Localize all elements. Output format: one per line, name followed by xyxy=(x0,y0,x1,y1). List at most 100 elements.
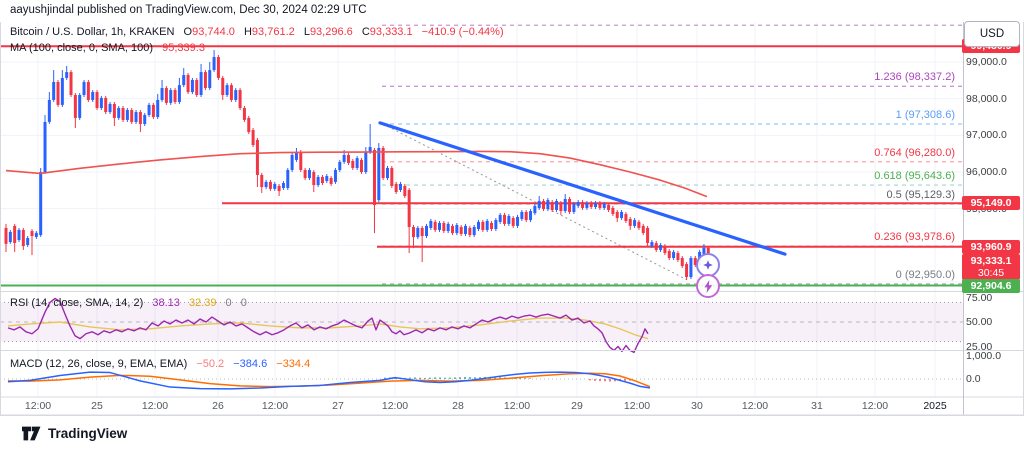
rsi-legend[interactable]: RSI (14, close, SMA, 14, 2) 38.13 32.39 … xyxy=(10,297,247,309)
candle-body xyxy=(576,202,580,206)
candle-body xyxy=(416,227,420,238)
symbol-legend[interactable]: Bitcoin / U.S. Dollar, 1h, KRAKEN O93,74… xyxy=(10,26,504,38)
fib-level-label: 0 (92,950.0) xyxy=(895,268,955,281)
time-axis-tick: 26 xyxy=(212,400,224,412)
candle-body xyxy=(693,258,697,265)
time-axis-tick: 12:00 xyxy=(261,400,289,412)
lightning-icon xyxy=(703,279,712,293)
candle-body xyxy=(338,161,342,170)
candle-body xyxy=(355,158,359,168)
ohlc-c-label: C xyxy=(361,26,370,38)
candle-body xyxy=(186,75,190,93)
candle-body xyxy=(620,211,624,219)
candle-body xyxy=(316,176,320,186)
candle-body xyxy=(143,114,147,124)
candle-body xyxy=(112,103,116,118)
candle-body xyxy=(663,246,667,254)
rsi-value: 38.13 xyxy=(152,297,180,309)
candle-body xyxy=(533,205,537,214)
candle-body xyxy=(91,92,95,100)
candle-body xyxy=(156,99,160,118)
candle-body xyxy=(485,220,489,230)
candle-body xyxy=(138,112,142,124)
candle-body xyxy=(481,221,485,230)
ohlc-c-value: 93,333.1 xyxy=(369,26,413,38)
candle-body xyxy=(26,238,30,245)
candle-body xyxy=(537,200,541,208)
candle-body xyxy=(542,200,546,210)
candle-body xyxy=(498,214,502,222)
candle-body xyxy=(394,183,398,192)
candle-body xyxy=(511,218,515,226)
candle-body xyxy=(646,227,650,243)
tradingview-logo[interactable]: TradingView xyxy=(22,426,127,441)
candle-body xyxy=(312,172,316,186)
candle-body xyxy=(212,57,216,71)
time-axis-tick: 12:00 xyxy=(381,400,409,412)
price-tag: 93,960.9 xyxy=(962,239,1020,254)
candle-body xyxy=(108,103,112,113)
candle-body xyxy=(117,108,121,118)
candle-body xyxy=(329,178,333,184)
countdown-timer: 30:45 xyxy=(977,267,1005,280)
candle-body xyxy=(346,154,350,164)
candle-body xyxy=(398,183,402,190)
candle-body xyxy=(659,244,663,250)
candle-body xyxy=(602,203,606,208)
candle-body xyxy=(507,216,511,224)
time-axis-tick: 12:00 xyxy=(741,400,769,412)
candle-body xyxy=(572,203,576,212)
ma-legend[interactable]: MA (100, close, 0, SMA, 100) 95,339.3 xyxy=(10,42,205,54)
candle-body xyxy=(268,181,272,189)
candle-body xyxy=(78,95,82,118)
candle-body xyxy=(264,181,268,188)
candle-body xyxy=(524,211,528,221)
time-axis-tick: 12:00 xyxy=(141,400,169,412)
candle-body xyxy=(203,72,207,89)
candle-body xyxy=(676,253,680,261)
candle-body xyxy=(407,189,411,228)
candle-body xyxy=(438,222,441,230)
candle-body xyxy=(303,169,307,179)
candle-body xyxy=(377,147,381,201)
published-bar: aayushjindal published on TradingView.co… xyxy=(0,0,1024,22)
candle-body xyxy=(121,108,125,120)
currency-toggle-button[interactable]: USD xyxy=(964,21,1020,47)
candle-body xyxy=(702,247,706,254)
candle-body xyxy=(672,251,676,259)
candle-body xyxy=(251,130,255,146)
time-axis-tick: 12:00 xyxy=(861,400,889,412)
candle-body xyxy=(546,200,550,210)
lightning-signal-icon[interactable] xyxy=(696,274,720,298)
candle-body xyxy=(706,247,710,254)
candle-body xyxy=(164,88,168,103)
rsi-axis-tick: 50.00 xyxy=(966,316,993,328)
candle-body xyxy=(680,258,684,267)
price-tag: 95,149.0 xyxy=(962,196,1020,211)
candle-body xyxy=(424,225,428,237)
candle-body xyxy=(21,229,25,247)
ohlc-h-label: H xyxy=(243,26,252,38)
candle-body xyxy=(160,88,164,100)
candle-body xyxy=(585,202,589,208)
time-axis-tick: 29 xyxy=(571,400,583,412)
candle-body xyxy=(325,176,329,181)
macd-legend[interactable]: MACD (12, 26, close, 9, EMA, EMA) −50.2 … xyxy=(10,358,310,370)
candle-body xyxy=(43,121,47,173)
time-axis-tick: 25 xyxy=(91,400,103,412)
candle-body xyxy=(147,104,151,115)
candle-body xyxy=(685,264,689,278)
ohlc-o-label: O xyxy=(183,26,193,38)
fib-level-label: 1 (97,308.6) xyxy=(895,109,955,122)
candle-body xyxy=(598,202,602,208)
candle-body xyxy=(39,172,43,236)
fib-baseline xyxy=(382,123,688,281)
candle-body xyxy=(490,222,494,230)
candle-body xyxy=(342,154,346,162)
candle-body xyxy=(13,225,17,243)
candle-body xyxy=(550,202,554,210)
candle-body xyxy=(411,227,415,238)
macd-line xyxy=(7,371,651,390)
